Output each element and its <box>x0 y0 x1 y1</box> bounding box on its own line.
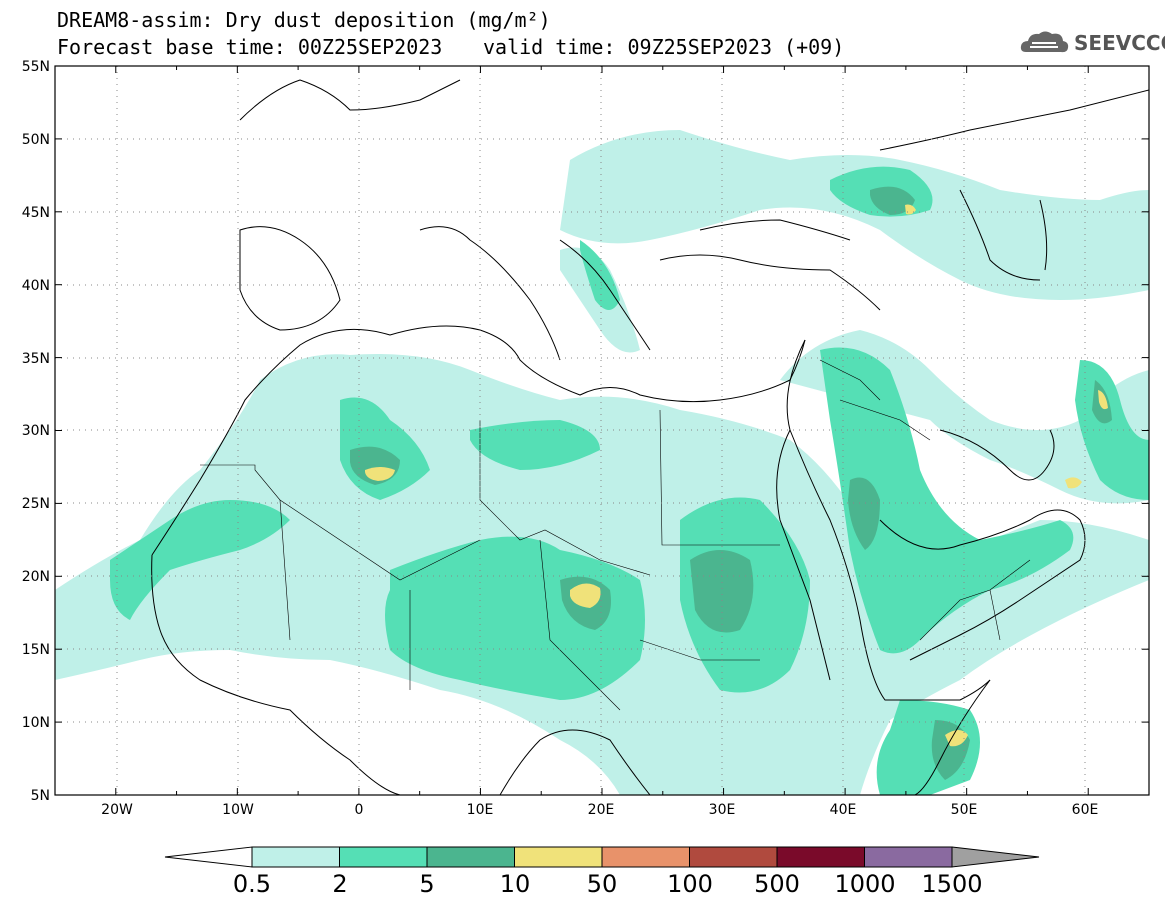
lon-label: 30E <box>709 802 736 818</box>
cloud-logo-icon <box>1020 31 1069 53</box>
logo-text: SEEVCCC <box>1074 31 1165 55</box>
lon-label: 40E <box>830 802 857 818</box>
colorbar-cell <box>776 846 865 868</box>
graticule <box>55 66 1149 795</box>
colorbar-label: 50 <box>587 870 618 898</box>
lat-label: 30N <box>22 423 50 439</box>
colorbar-cell <box>426 846 515 868</box>
colorbar-cell <box>864 846 953 868</box>
lat-label: 15N <box>22 642 50 658</box>
lat-label: 5N <box>31 788 50 804</box>
seevccc-logo: SEEVCCC <box>1018 26 1165 60</box>
colorbar-cell <box>251 846 340 868</box>
lon-label: 10W <box>222 802 254 818</box>
colorbar-label: 1500 <box>921 870 982 898</box>
colorbar-label: 2 <box>332 870 347 898</box>
lon-label: 10E <box>467 802 494 818</box>
colorbar-under-arrow <box>164 846 253 868</box>
valid-time: valid time: 09Z25SEP2023 (+09) <box>483 35 845 59</box>
colorbar-label: 100 <box>667 870 713 898</box>
lon-label: 60E <box>1072 802 1099 818</box>
latitude-labels: 5N 10N 15N 20N 25N 30N 35N 40N 45N 50N 5… <box>22 59 50 804</box>
longitude-labels: 20W 10W 0 10E 20E 30E 40E 50E 60E <box>101 802 1098 818</box>
dust-field <box>55 66 1149 795</box>
lat-label: 20N <box>22 569 50 585</box>
colorbar-cell <box>339 846 428 868</box>
colorbar-cell <box>689 846 778 868</box>
colorbar-over-arrow <box>951 846 1040 868</box>
colorbar-label: 10 <box>500 870 531 898</box>
lon-label: 20W <box>101 802 133 818</box>
lon-label: 50E <box>951 802 978 818</box>
lon-label: 20E <box>588 802 615 818</box>
map-title: DREAM8-assim: Dry dust deposition (mg/m²… <box>57 8 551 32</box>
colorbar-label: 5 <box>419 870 434 898</box>
lat-label: 40N <box>22 278 50 294</box>
colorbar-label: 500 <box>754 870 800 898</box>
lat-label: 25N <box>22 496 50 512</box>
colorbar-cell <box>601 846 690 868</box>
lat-label: 55N <box>22 59 50 75</box>
lon-label: 0 <box>355 802 364 818</box>
lat-label: 35N <box>22 351 50 367</box>
colorbar-label: 0.5 <box>233 870 271 898</box>
colorbar-label: 1000 <box>834 870 895 898</box>
forecast-base-time: Forecast base time: 00Z25SEP2023 <box>57 35 443 59</box>
colorbar: 0.5 2 5 10 50 100 500 1000 1500 <box>164 846 1040 898</box>
lat-label: 45N <box>22 205 50 221</box>
lat-label: 50N <box>22 132 50 148</box>
colorbar-cell <box>514 846 603 868</box>
lat-label: 10N <box>22 715 50 731</box>
